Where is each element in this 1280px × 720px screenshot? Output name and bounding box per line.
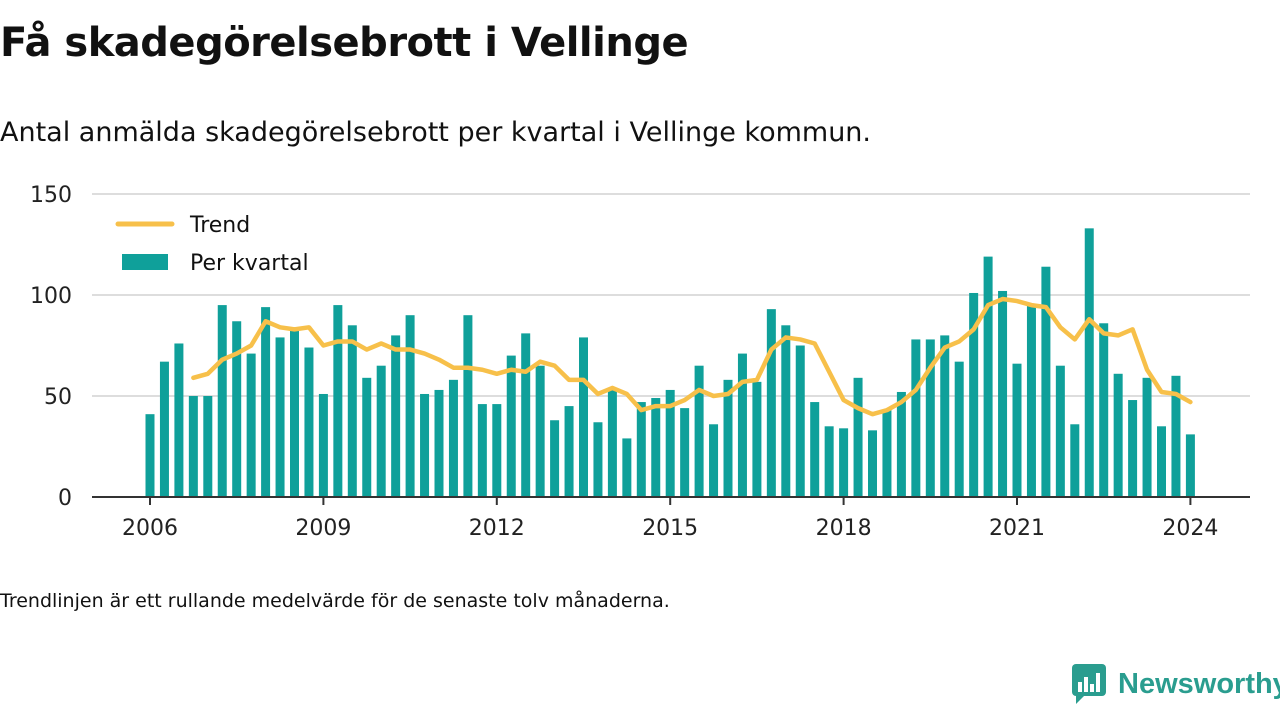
bar-2019-Q3 [925, 339, 935, 497]
bar-2008-Q1 [261, 307, 271, 497]
bar-2023-Q3 [1157, 426, 1166, 497]
bar-2021-Q2 [1026, 305, 1036, 497]
bar-2013-Q4 [593, 422, 603, 497]
bar-2007-Q1 [203, 396, 213, 497]
bar-2009-Q3 [347, 325, 357, 497]
x-tick-label: 2018 [816, 516, 872, 541]
y-tick-label: 150 [30, 183, 72, 208]
bar-2015-Q4 [709, 424, 719, 497]
bar-2016-Q4 [766, 309, 776, 497]
bar-2009-Q1 [318, 393, 328, 497]
bar-2022-Q4 [1113, 373, 1123, 497]
bar-2024-Q1 [1185, 434, 1195, 497]
bar-2007-Q3 [232, 321, 242, 497]
legend: Trend Per kvartal [115, 213, 309, 276]
bar-2023-Q2 [1142, 377, 1152, 497]
bar-2015-Q3 [694, 365, 704, 497]
x-tick-label: 2024 [1162, 516, 1218, 541]
bar-2006-Q1 [145, 414, 155, 497]
x-tick-label: 2009 [295, 516, 351, 541]
x-tick-label: 2015 [642, 516, 698, 541]
bar-2021-Q3 [1041, 266, 1051, 497]
bar-2021-Q4 [1055, 365, 1065, 497]
bar-2014-Q3 [636, 402, 646, 497]
bar-2008-Q4 [304, 347, 314, 497]
bar-2023-Q1 [1128, 400, 1138, 497]
bar-2006-Q2 [159, 361, 169, 497]
legend-trend-label: Trend [189, 213, 250, 238]
bar-chart: 0 50 100 150 2006 2009 2012 2015 2018 2021 2024 Tr… [30, 183, 1250, 541]
bar-2016-Q2 [737, 353, 747, 497]
bar-2014-Q4 [651, 398, 661, 497]
bar-2009-Q2 [333, 305, 343, 497]
x-tick-label: 2021 [989, 516, 1045, 541]
bar-2022-Q1 [1070, 424, 1080, 497]
bar-2022-Q3 [1099, 323, 1109, 497]
bar-2011-Q3 [463, 315, 473, 497]
bar-2018-Q3 [868, 430, 877, 497]
bar-2018-Q4 [882, 410, 892, 497]
y-tick-label: 100 [30, 284, 72, 309]
bar-2010-Q3 [405, 315, 415, 497]
bar-2008-Q3 [290, 327, 299, 497]
bar-2012-Q1 [492, 404, 502, 497]
bar-2017-Q3 [810, 402, 820, 497]
bar-2008-Q2 [275, 337, 285, 497]
bars [145, 228, 1195, 497]
bar-2022-Q2 [1084, 228, 1094, 497]
bar-2007-Q2 [217, 305, 227, 497]
bar-2015-Q2 [680, 408, 690, 497]
bar-2012-Q2 [506, 355, 516, 497]
bar-2017-Q1 [781, 325, 791, 497]
bar-2020-Q1 [954, 361, 964, 497]
bar-2012-Q3 [521, 333, 531, 497]
bar-2013-Q1 [550, 420, 560, 497]
footnote: Trendlinjen är ett rullande medelvärde f… [0, 590, 670, 612]
bar-2017-Q4 [824, 426, 834, 497]
bar-2007-Q4 [246, 353, 256, 497]
x-tick-label: 2006 [122, 516, 178, 541]
bar-2018-Q1 [839, 428, 849, 497]
y-tick-label: 0 [58, 486, 72, 511]
bar-2011-Q4 [477, 404, 487, 497]
bar-2019-Q4 [940, 335, 950, 497]
trend-line [191, 296, 1193, 417]
chart-title: Få skadegörelsebrott i Vellinge [0, 20, 689, 66]
axes: 0 50 100 150 2006 2009 2012 2015 2018 2021 2024 [30, 183, 1250, 541]
brand-name: Newsworthy [1118, 667, 1280, 700]
bar-2019-Q2 [911, 339, 921, 497]
bar-2010-Q1 [376, 365, 386, 497]
bar-2020-Q3 [983, 256, 993, 497]
bar-2010-Q2 [391, 335, 401, 497]
bar-2020-Q4 [998, 290, 1008, 497]
bar-2023-Q4 [1171, 375, 1181, 497]
bar-2016-Q1 [723, 379, 733, 497]
bar-2015-Q1 [665, 389, 675, 497]
bar-2006-Q4 [188, 396, 198, 497]
bar-2010-Q4 [420, 393, 430, 497]
bar-2006-Q3 [174, 343, 184, 497]
bar-2011-Q2 [448, 379, 458, 497]
bar-2017-Q2 [795, 345, 805, 497]
brand: Newsworthy [1072, 664, 1280, 704]
legend-bar-label: Per kvartal [190, 251, 309, 276]
bar-2013-Q2 [564, 406, 574, 497]
bar-2021-Q1 [1012, 363, 1022, 497]
y-tick-label: 50 [44, 385, 72, 410]
bar-2019-Q1 [896, 391, 906, 497]
bar-2013-Q3 [579, 337, 588, 497]
bar-2016-Q3 [752, 381, 762, 497]
chart-subtitle: Antal anmälda skadegörelsebrott per kvar… [0, 117, 872, 148]
newsworthy-logo-icon [1072, 664, 1106, 704]
bar-2018-Q2 [853, 377, 863, 497]
x-tick-label: 2012 [469, 516, 525, 541]
bar-2009-Q4 [362, 377, 372, 497]
bar-2012-Q4 [535, 365, 545, 497]
trend-series [191, 296, 1193, 417]
bar-2020-Q2 [969, 292, 979, 497]
bar-2011-Q1 [434, 389, 444, 497]
bar-2014-Q1 [607, 389, 617, 497]
legend-bar-swatch [122, 254, 168, 270]
bar-2014-Q2 [622, 438, 632, 497]
